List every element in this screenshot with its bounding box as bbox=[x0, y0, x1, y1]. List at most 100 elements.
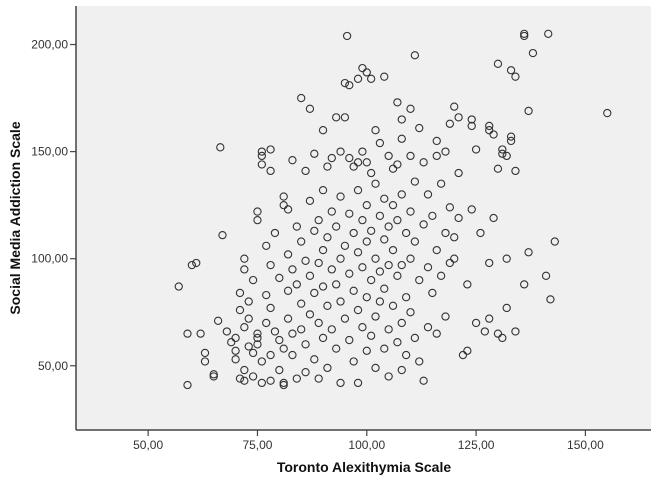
data-point bbox=[288, 329, 297, 338]
y-tick-label: 200,00 bbox=[31, 38, 68, 52]
data-point bbox=[275, 273, 284, 283]
data-point bbox=[292, 222, 301, 231]
data-point bbox=[270, 228, 280, 238]
data-point bbox=[353, 378, 363, 388]
data-point bbox=[419, 376, 428, 385]
data-point bbox=[301, 166, 310, 176]
data-point bbox=[384, 151, 393, 161]
data-point bbox=[257, 160, 266, 169]
data-point bbox=[327, 265, 336, 274]
data-point bbox=[397, 115, 406, 124]
data-point bbox=[196, 329, 205, 338]
data-point bbox=[209, 370, 218, 379]
data-point bbox=[349, 286, 358, 295]
data-point bbox=[506, 136, 516, 146]
data-point bbox=[244, 314, 253, 323]
data-point bbox=[450, 254, 459, 263]
data-point bbox=[358, 323, 367, 332]
points-layer bbox=[174, 29, 612, 390]
data-point bbox=[384, 260, 393, 270]
data-point bbox=[358, 263, 367, 272]
data-point bbox=[310, 149, 319, 158]
data-point bbox=[342, 31, 352, 41]
data-point bbox=[187, 260, 197, 270]
data-point bbox=[340, 241, 350, 250]
data-point bbox=[301, 256, 310, 265]
data-point bbox=[358, 63, 367, 73]
data-point bbox=[480, 327, 489, 336]
data-point bbox=[353, 74, 363, 83]
data-point bbox=[340, 113, 350, 122]
data-point bbox=[318, 245, 328, 255]
data-point bbox=[231, 333, 240, 343]
data-point bbox=[502, 151, 511, 161]
data-point bbox=[345, 335, 354, 345]
data-point bbox=[471, 318, 481, 328]
data-point bbox=[550, 237, 559, 246]
data-point bbox=[467, 115, 476, 124]
data-point bbox=[310, 288, 319, 298]
data-point bbox=[367, 331, 376, 340]
data-point bbox=[314, 215, 323, 225]
data-point bbox=[511, 72, 520, 81]
data-point bbox=[200, 348, 210, 358]
data-point bbox=[353, 186, 363, 195]
data-point bbox=[358, 147, 367, 156]
data-point bbox=[423, 263, 433, 272]
data-point bbox=[323, 162, 332, 171]
data-point bbox=[336, 297, 345, 306]
data-point bbox=[546, 295, 555, 304]
data-point bbox=[541, 271, 551, 280]
data-point bbox=[397, 134, 406, 143]
data-point bbox=[485, 314, 494, 323]
data-point bbox=[318, 126, 328, 135]
data-point bbox=[332, 280, 341, 289]
data-point bbox=[332, 344, 341, 353]
data-point bbox=[384, 325, 393, 334]
data-point bbox=[432, 329, 441, 338]
data-point bbox=[498, 149, 507, 158]
data-point bbox=[336, 192, 345, 201]
data-point bbox=[362, 346, 371, 355]
data-point bbox=[544, 29, 553, 38]
x-ticks: 50,00 75,00 100,00 125,00 150,00 bbox=[133, 430, 604, 452]
data-point bbox=[266, 166, 275, 176]
data-point bbox=[216, 143, 225, 152]
data-point bbox=[502, 303, 511, 313]
data-point bbox=[454, 168, 463, 178]
data-point bbox=[345, 269, 354, 278]
data-point bbox=[406, 254, 415, 263]
data-point bbox=[314, 258, 323, 268]
data-point bbox=[502, 254, 511, 263]
data-point bbox=[367, 275, 376, 285]
data-point bbox=[279, 344, 288, 353]
data-point bbox=[406, 308, 415, 317]
data-point bbox=[279, 378, 288, 388]
data-point bbox=[436, 271, 446, 280]
x-tick-label: 75,00 bbox=[242, 438, 272, 452]
data-point bbox=[275, 365, 284, 375]
data-point bbox=[406, 104, 415, 113]
data-point bbox=[336, 254, 345, 263]
data-point bbox=[213, 316, 223, 325]
data-point bbox=[393, 98, 402, 107]
data-point bbox=[524, 106, 533, 116]
data-point bbox=[353, 158, 363, 167]
data-point bbox=[209, 372, 218, 381]
data-point bbox=[305, 196, 315, 206]
data-point bbox=[253, 215, 262, 225]
data-point bbox=[397, 318, 406, 328]
data-point bbox=[410, 51, 420, 60]
data-point bbox=[432, 151, 441, 161]
data-point bbox=[297, 93, 306, 103]
data-point bbox=[200, 357, 210, 366]
data-point bbox=[445, 258, 455, 268]
data-point bbox=[262, 290, 271, 300]
data-point bbox=[257, 357, 266, 366]
x-tick-label: 50,00 bbox=[133, 438, 163, 452]
data-point bbox=[318, 282, 328, 291]
data-point bbox=[240, 323, 249, 332]
data-point bbox=[393, 338, 402, 347]
data-point bbox=[380, 284, 389, 293]
